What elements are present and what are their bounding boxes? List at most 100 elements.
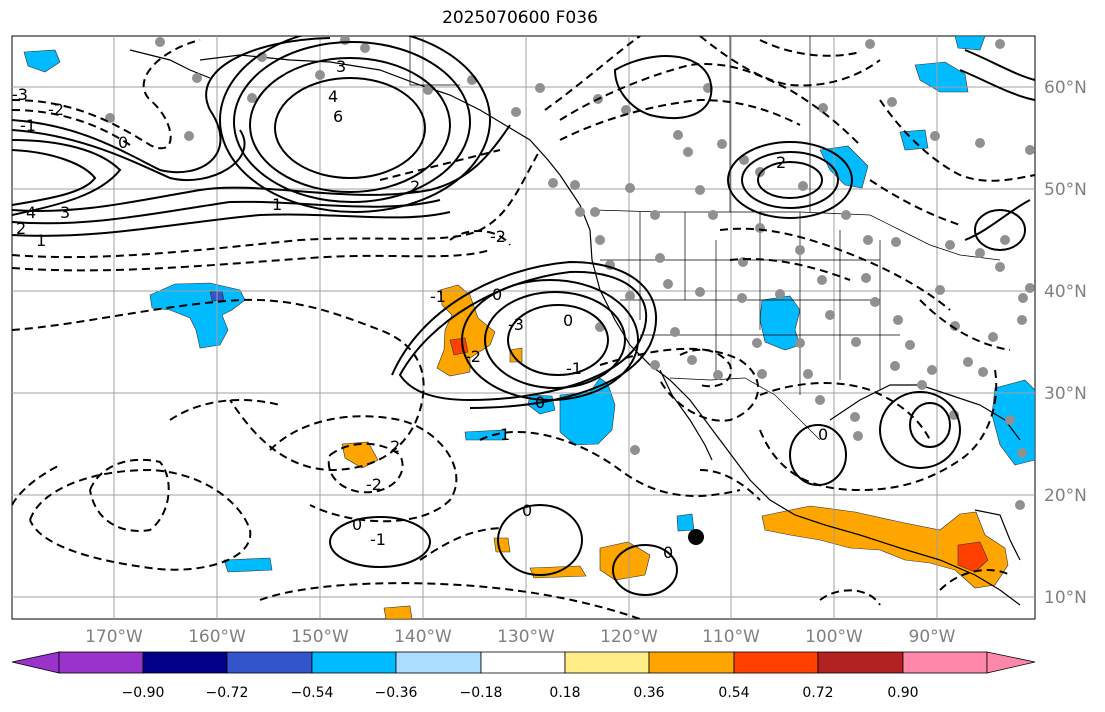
contour-label: 0 bbox=[492, 285, 502, 304]
contour-label: 6 bbox=[333, 107, 343, 126]
lon-label: 110°W bbox=[702, 627, 760, 647]
contour-label: -1 bbox=[370, 530, 386, 549]
contour-label: 1 bbox=[500, 425, 510, 444]
contour-label: -3 bbox=[508, 315, 524, 334]
positive-shade bbox=[493, 537, 511, 553]
contour-label: 2 bbox=[16, 219, 26, 238]
contour-label: 0 bbox=[535, 393, 545, 412]
colorbar-max-extend bbox=[986, 651, 1036, 674]
west-coast bbox=[559, 174, 1021, 606]
lon-label: 130°W bbox=[497, 627, 555, 647]
us-canada-border bbox=[594, 209, 1001, 261]
lon-label: 90°W bbox=[909, 627, 956, 647]
negative-shade bbox=[464, 429, 506, 441]
contour-label: -1 bbox=[430, 287, 446, 306]
contour-label: 0 bbox=[663, 543, 673, 562]
tc-marker bbox=[688, 529, 704, 545]
contour-label: -2 bbox=[366, 475, 382, 494]
contour-label: 0 bbox=[118, 133, 128, 152]
dashed-contours bbox=[12, 36, 1035, 619]
contour-label: -2 bbox=[48, 100, 64, 119]
negative-shade bbox=[759, 295, 801, 351]
us-mexico-border bbox=[669, 377, 821, 441]
contour-label: 0 bbox=[522, 501, 532, 520]
contour-label: -3 bbox=[12, 85, 28, 104]
colorbar-tick-label: 0.18 bbox=[549, 685, 580, 701]
lon-label: 150°W bbox=[291, 627, 349, 647]
lat-label: 20°N bbox=[1044, 486, 1087, 506]
yucatan bbox=[974, 509, 1021, 561]
positive-shade bbox=[761, 505, 1009, 589]
colorbar-bin bbox=[733, 651, 819, 674]
lon-labels: 170°W 160°W 150°W 140°W 130°W 120°W 110°… bbox=[85, 627, 956, 647]
colorbar-bin bbox=[226, 651, 313, 674]
contour-label: 2 bbox=[776, 153, 786, 172]
colorbar bbox=[11, 651, 1036, 674]
colorbar-bin bbox=[142, 651, 228, 674]
negative-shade bbox=[23, 49, 61, 73]
lat-label: 40°N bbox=[1044, 282, 1087, 302]
contour-label: 0 bbox=[818, 425, 828, 444]
contour-label: -2 bbox=[490, 227, 506, 246]
lon-label: 170°W bbox=[85, 627, 143, 647]
contour-label: 3 bbox=[336, 57, 346, 76]
negative-shade bbox=[676, 513, 695, 532]
negative-shade bbox=[914, 61, 969, 93]
lat-label: 30°N bbox=[1044, 384, 1087, 404]
colorbar-bin bbox=[58, 651, 144, 674]
gridlines bbox=[12, 36, 1035, 619]
colorbar-bin bbox=[648, 651, 735, 674]
baja-peninsula bbox=[659, 369, 713, 461]
shaded-field bbox=[23, 36, 1035, 619]
lat-label: 10°N bbox=[1044, 588, 1087, 608]
contour-label: 2 bbox=[410, 177, 420, 196]
negative-shade bbox=[223, 557, 273, 573]
colorbar-tick-label: −0.18 bbox=[460, 685, 503, 701]
contour-label: 4 bbox=[328, 87, 338, 106]
colorbar-tick-label: −0.36 bbox=[375, 685, 418, 701]
obs-points bbox=[105, 36, 1035, 510]
colorbar-bin bbox=[817, 651, 904, 674]
contour-label: 4 bbox=[26, 203, 36, 222]
lon-label: 120°W bbox=[600, 627, 658, 647]
colorbar-tick-label: 0.36 bbox=[633, 685, 664, 701]
negative-shade bbox=[819, 145, 869, 189]
lat-label: 60°N bbox=[1044, 78, 1087, 98]
colorbar-tick-label: 0.72 bbox=[802, 685, 833, 701]
contour-label: 1 bbox=[272, 195, 282, 214]
colorbar-tick-label: −0.72 bbox=[206, 685, 249, 701]
colorbar-bin bbox=[480, 651, 566, 674]
lat-labels: 60°N 50°N 40°N 30°N 20°N 10°N bbox=[1044, 78, 1087, 608]
lon-label: 140°W bbox=[394, 627, 452, 647]
contour-label: 0 bbox=[352, 515, 362, 534]
contour-label: 1 bbox=[36, 231, 46, 250]
colorbar-ticks: −0.90 −0.72 −0.54 −0.36 −0.18 0.18 0.36 … bbox=[122, 685, 919, 701]
colorbar-min-extend bbox=[11, 651, 60, 674]
contour-label: 2 bbox=[390, 437, 400, 456]
gulf-coast bbox=[829, 384, 1021, 441]
lon-label: 100°W bbox=[805, 627, 863, 647]
lat-label: 50°N bbox=[1044, 180, 1087, 200]
colorbar-tick-label: 0.90 bbox=[887, 685, 918, 701]
lon-label: 160°W bbox=[188, 627, 246, 647]
colorbar-bin bbox=[564, 651, 650, 674]
contour-labels: 6 4 3 2 1 0 -1 -2 -3 4 3 2 1 0 -1 -2 -3 … bbox=[12, 57, 828, 562]
colorbar-tick-label: −0.90 bbox=[122, 685, 165, 701]
contour-label: 0 bbox=[563, 311, 573, 330]
contour-label: -1 bbox=[20, 116, 36, 135]
positive-shade bbox=[509, 347, 523, 363]
colorbar-tick-label: 0.54 bbox=[718, 685, 749, 701]
contour-label: -2 bbox=[465, 347, 481, 366]
positive-shade bbox=[383, 605, 413, 619]
negative-shade bbox=[954, 36, 986, 51]
colorbar-bin bbox=[395, 651, 482, 674]
colorbar-tick-label: −0.54 bbox=[291, 685, 334, 701]
colorbar-bin bbox=[902, 651, 988, 674]
aleutian-chain bbox=[129, 49, 211, 79]
contour-label: -1 bbox=[566, 359, 582, 378]
positive-shade bbox=[957, 541, 989, 573]
colorbar-bin bbox=[311, 651, 397, 674]
contour-label: 3 bbox=[60, 203, 70, 222]
map-title: 2025070600 F036 bbox=[442, 8, 598, 28]
